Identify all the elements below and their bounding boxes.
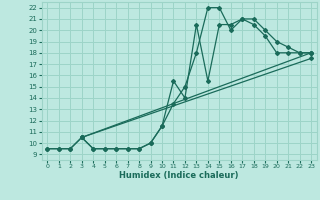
X-axis label: Humidex (Indice chaleur): Humidex (Indice chaleur) <box>119 171 239 180</box>
